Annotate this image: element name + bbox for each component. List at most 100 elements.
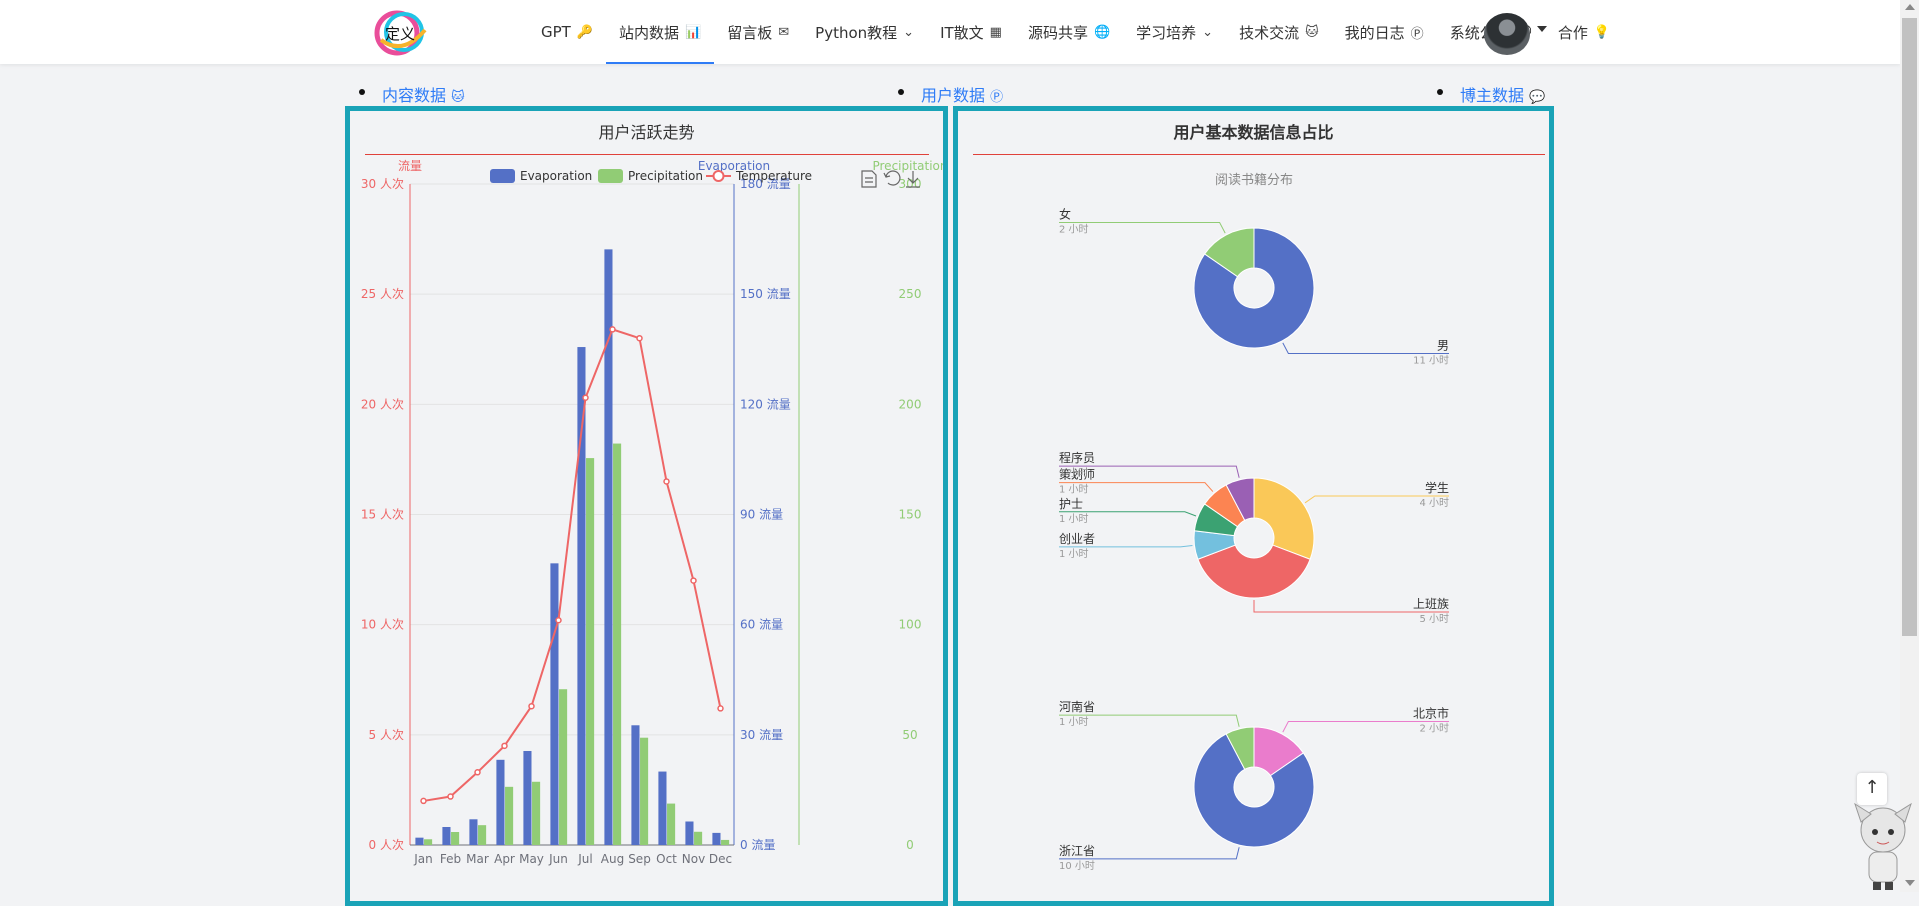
- bar-precipitation[interactable]: [586, 458, 595, 845]
- temperature-point[interactable]: [555, 617, 562, 624]
- temperature-point[interactable]: [420, 797, 427, 805]
- nav-item[interactable]: Python教程 ⌄: [802, 0, 927, 64]
- x-tick-label: Jul: [577, 852, 592, 866]
- envelope-icon: ✉: [778, 24, 790, 40]
- user-avatar[interactable]: [1484, 13, 1530, 55]
- pie-slice[interactable]: [1193, 227, 1315, 349]
- temperature-point[interactable]: [474, 769, 481, 776]
- x-tick-label: Dec: [709, 852, 732, 866]
- x-tick-label: Jun: [548, 852, 568, 866]
- pie-slice[interactable]: [1203, 227, 1255, 278]
- x-tick-label: Jan: [413, 852, 433, 866]
- bar-evaporation[interactable]: [415, 837, 424, 845]
- pie-slice[interactable]: [1193, 733, 1315, 848]
- legend-label: Temperature: [735, 169, 812, 183]
- pie-slice[interactable]: [1197, 544, 1311, 599]
- subtab-user-data[interactable]: 用户数据 Ⓟ: [898, 82, 1004, 106]
- y-tick-label: 30 流量: [740, 728, 783, 742]
- page-scrollbar[interactable]: [1900, 0, 1919, 892]
- bar-evaporation[interactable]: [577, 347, 586, 845]
- nav-item[interactable]: 留言板 ✉: [714, 0, 802, 64]
- bar-evaporation[interactable]: [469, 819, 478, 845]
- scrollbar-thumb[interactable]: [1902, 18, 1917, 636]
- lightbulb-icon: 💡: [1593, 24, 1611, 40]
- bar-precipitation[interactable]: [694, 831, 703, 845]
- axis-name: 流量: [398, 159, 422, 173]
- bar-precipitation[interactable]: [640, 737, 649, 845]
- bar-precipitation[interactable]: [559, 689, 568, 845]
- nav-item-label: 留言板: [727, 23, 773, 42]
- pie-slice[interactable]: [1225, 726, 1255, 770]
- pie-label-name: 河南省: [1059, 699, 1095, 714]
- scroll-down-icon[interactable]: [1905, 880, 1915, 886]
- data-view-icon[interactable]: [861, 170, 877, 188]
- bar-evaporation[interactable]: [685, 821, 694, 845]
- pinterest-icon: Ⓟ: [990, 90, 1004, 105]
- bar-evaporation[interactable]: [604, 249, 613, 846]
- nav-item[interactable]: GPT 🔑: [528, 0, 606, 64]
- restore-icon[interactable]: [883, 170, 901, 186]
- pie-label-value: 11 小时: [1413, 355, 1449, 367]
- nav-item-label: 源码共享: [1027, 23, 1088, 42]
- y-tick-label: 120 流量: [740, 397, 791, 411]
- bar-precipitation[interactable]: [613, 443, 622, 845]
- subtab-blogger-data[interactable]: 博主数据 💬: [1437, 82, 1545, 106]
- bar-evaporation[interactable]: [550, 563, 559, 845]
- pie-label-value: 1 小时: [1059, 716, 1089, 728]
- pie-label-line: [1059, 714, 1240, 727]
- y-tick-label: 150 流量: [740, 287, 791, 301]
- back-to-top-button[interactable]: ↑: [1857, 773, 1887, 805]
- temperature-point[interactable]: [609, 326, 616, 333]
- temperature-line: [423, 328, 722, 802]
- nav-item[interactable]: 我的日志 Ⓟ: [1332, 0, 1437, 64]
- pie-slice[interactable]: [1225, 477, 1255, 521]
- axis-name: Precipitation: [872, 159, 943, 173]
- bar-chart-icon: 📊: [685, 24, 702, 40]
- pie-slice[interactable]: [1253, 477, 1315, 560]
- bar-evaporation[interactable]: [631, 725, 640, 845]
- x-tick-label: Apr: [494, 852, 515, 866]
- bar-precipitation[interactable]: [424, 839, 433, 845]
- pinterest-icon: Ⓟ: [1410, 26, 1424, 42]
- bar-evaporation[interactable]: [442, 827, 451, 845]
- y-tick-label: 100: [899, 618, 922, 632]
- pie-label-name: 创业者: [1059, 532, 1095, 546]
- temperature-point[interactable]: [636, 334, 643, 342]
- nav-item[interactable]: 站内数据 📊: [606, 0, 715, 64]
- pie-label-line: [1282, 342, 1449, 355]
- bar-evaporation[interactable]: [523, 750, 532, 845]
- subtab-content-data[interactable]: 内容数据 🐱: [359, 82, 465, 106]
- nav-item[interactable]: 学习培养 ⌄: [1123, 0, 1226, 64]
- temperature-point[interactable]: [690, 577, 697, 584]
- bar-precipitation[interactable]: [451, 832, 460, 845]
- nav-item[interactable]: 合作 💡: [1545, 0, 1623, 64]
- temperature-point[interactable]: [501, 742, 508, 750]
- mascot-icon[interactable]: [1853, 800, 1913, 892]
- temperature-point[interactable]: [528, 702, 535, 710]
- y-tick-label: 25 人次: [361, 287, 404, 301]
- temperature-point[interactable]: [447, 793, 454, 800]
- y-tick-label: 0 流量: [740, 838, 775, 852]
- bar-precipitation[interactable]: [721, 839, 730, 845]
- bar-precipitation[interactable]: [505, 786, 514, 845]
- temperature-point[interactable]: [717, 705, 724, 712]
- save-image-icon[interactable]: [906, 171, 920, 188]
- temperature-point[interactable]: [663, 478, 670, 485]
- nav-item[interactable]: 技术交流 🐱: [1226, 0, 1332, 64]
- bar-evaporation[interactable]: [496, 759, 505, 845]
- nav-item[interactable]: IT散文 ▦: [927, 0, 1015, 64]
- pie-label-line: [1059, 465, 1240, 478]
- bar-precipitation[interactable]: [667, 803, 676, 845]
- legend-swatch[interactable]: [490, 169, 515, 183]
- bar-precipitation[interactable]: [532, 781, 541, 845]
- title-divider: [973, 154, 1545, 155]
- legend-swatch[interactable]: [598, 169, 623, 183]
- nav-item[interactable]: 源码共享 🌐: [1015, 0, 1123, 64]
- scroll-up-icon[interactable]: [1905, 4, 1915, 10]
- temperature-point[interactable]: [582, 394, 589, 401]
- bar-evaporation[interactable]: [658, 771, 667, 845]
- bar-evaporation[interactable]: [712, 832, 721, 845]
- bar-precipitation[interactable]: [478, 825, 487, 845]
- user-menu-caret-icon[interactable]: [1537, 26, 1547, 32]
- site-logo[interactable]: 定义: [373, 8, 433, 58]
